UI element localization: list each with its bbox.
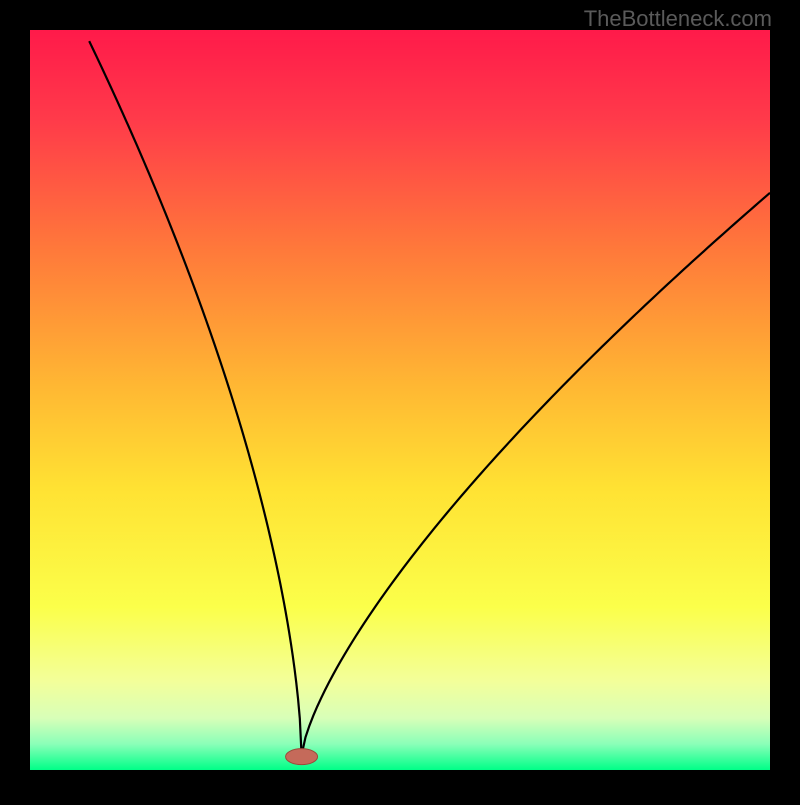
plot-background bbox=[30, 30, 770, 770]
vertex-marker bbox=[286, 749, 318, 765]
watermark-text: TheBottleneck.com bbox=[584, 6, 772, 32]
chart-container bbox=[0, 0, 800, 800]
chart-svg bbox=[0, 0, 800, 800]
